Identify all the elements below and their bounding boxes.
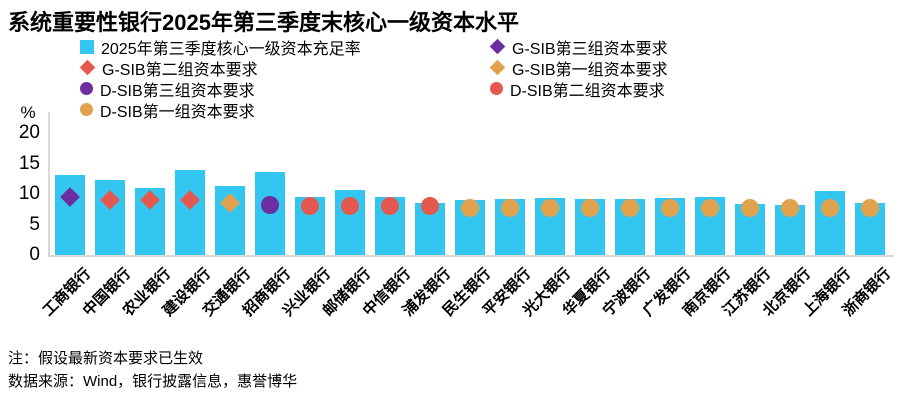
legend-item: G-SIB第一组资本要求 bbox=[489, 57, 668, 79]
legend-item: D-SIB第二组资本要求 bbox=[490, 78, 668, 100]
requirement-marker-邮储银行 bbox=[341, 197, 359, 216]
diamond-legend-marker-icon bbox=[489, 59, 506, 76]
legend-label: 2025年第三季度核心一级资本充足率 bbox=[101, 40, 361, 58]
legend-label: G-SIB第一组资本要求 bbox=[512, 61, 668, 79]
legend-item: 2025年第三季度核心一级资本充足率 bbox=[80, 36, 361, 58]
y-axis-unit-label: % bbox=[20, 103, 36, 122]
requirement-marker-浙商银行 bbox=[861, 198, 879, 217]
legend-item: G-SIB第三组资本要求 bbox=[489, 36, 668, 58]
y-tick-label: 20 bbox=[18, 122, 40, 143]
bar-建设银行 bbox=[175, 169, 205, 255]
legend-label: D-SIB第三组资本要求 bbox=[100, 82, 255, 100]
requirement-marker-兴业银行 bbox=[301, 197, 319, 216]
x-axis-line bbox=[48, 255, 894, 257]
legend-column-left: 2025年第三季度核心一级资本充足率 G-SIB第二组资本要求 D-SIB第三组资本… bbox=[79, 36, 361, 121]
requirement-marker-北京银行 bbox=[781, 198, 799, 217]
legend-label: D-SIB第二组资本要求 bbox=[510, 82, 665, 100]
requirement-marker-广发银行 bbox=[661, 198, 679, 217]
requirement-marker-招商银行 bbox=[261, 195, 279, 214]
requirement-marker-平安银行 bbox=[501, 198, 519, 217]
legend-label: G-SIB第三组资本要求 bbox=[512, 40, 668, 58]
diamond-legend-marker-icon bbox=[79, 59, 96, 76]
requirement-marker-光大银行 bbox=[541, 198, 559, 217]
circle-legend-marker-icon bbox=[80, 103, 93, 116]
y-tick-label: 0 bbox=[29, 244, 40, 265]
legend-item: G-SIB第二组资本要求 bbox=[79, 57, 361, 79]
y-tick-label: 15 bbox=[18, 152, 40, 174]
legend-item: D-SIB第三组资本要求 bbox=[80, 78, 361, 100]
circle-legend-marker-icon bbox=[490, 82, 503, 95]
y-tick-label: 5 bbox=[29, 213, 40, 235]
requirement-marker-江苏银行 bbox=[741, 198, 759, 217]
circle-legend-marker-icon bbox=[80, 82, 93, 95]
requirement-marker-宁波银行 bbox=[621, 198, 639, 217]
chart-note: 注：假设最新资本要求已生效 bbox=[8, 350, 204, 367]
requirement-marker-中信银行 bbox=[381, 197, 399, 216]
requirement-marker-浦发银行 bbox=[421, 197, 439, 216]
chart-source: 数据来源：Wind，银行披露信息，惠誉博华 bbox=[8, 373, 298, 390]
y-tick-label: 10 bbox=[18, 183, 40, 204]
requirement-marker-华夏银行 bbox=[581, 198, 599, 217]
y-axis-line bbox=[48, 112, 50, 257]
diamond-legend-marker-icon bbox=[489, 38, 506, 55]
chart-title: 系统重要性银行2025年第三季度末核心一级资本水平 bbox=[8, 10, 519, 35]
legend-label: G-SIB第二组资本要求 bbox=[102, 61, 258, 79]
legend-item: D-SIB第一组资本要求 bbox=[80, 99, 361, 121]
square-legend-marker-icon bbox=[80, 39, 94, 54]
requirement-marker-上海银行 bbox=[821, 198, 839, 217]
legend-column-right: G-SIB第三组资本要求 G-SIB第一组资本要求 D-SIB第二组资本要求 bbox=[489, 36, 668, 100]
requirement-marker-民生银行 bbox=[461, 198, 479, 217]
requirement-marker-南京银行 bbox=[701, 198, 719, 217]
legend-label: D-SIB第一组资本要求 bbox=[100, 103, 255, 121]
